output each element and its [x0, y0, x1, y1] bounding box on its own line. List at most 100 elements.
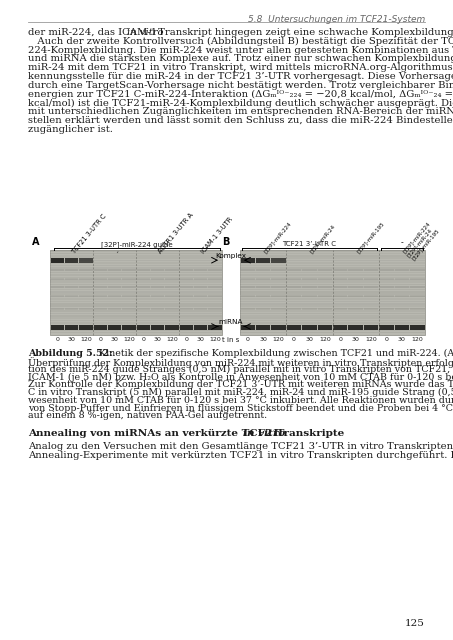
Bar: [318, 286, 332, 288]
Bar: [348, 269, 363, 271]
Text: Komplex: Komplex: [216, 253, 246, 259]
Text: AGTR1 3-UTR A: AGTR1 3-UTR A: [158, 212, 195, 255]
Bar: [240, 269, 425, 271]
Bar: [348, 278, 363, 280]
Text: und miRNA die stärksten Komplexe auf. Trotz einer nur schwachen Komplexbildung d: und miRNA die stärksten Komplexe auf. Tr…: [28, 54, 453, 63]
Bar: [271, 324, 286, 330]
Bar: [240, 262, 425, 264]
Bar: [65, 307, 78, 310]
Bar: [410, 307, 424, 310]
Bar: [287, 286, 301, 288]
Bar: [240, 327, 425, 328]
Bar: [50, 324, 64, 330]
Text: 30: 30: [259, 337, 267, 342]
Bar: [410, 324, 424, 330]
Bar: [50, 264, 222, 266]
Bar: [50, 291, 222, 292]
Bar: [333, 269, 347, 271]
Text: 5.8  Untersuchungen im TCF21-System: 5.8 Untersuchungen im TCF21-System: [248, 15, 425, 24]
Text: Annealing-Experimente mit verkürzten TCF21 in vitro Transkripten durchgeführt. D: Annealing-Experimente mit verkürzten TCF…: [28, 451, 453, 460]
Bar: [50, 296, 222, 298]
Text: 120: 120: [166, 337, 178, 342]
Bar: [395, 269, 409, 271]
Bar: [50, 284, 222, 285]
Text: 0: 0: [98, 337, 102, 342]
Bar: [240, 274, 425, 276]
Bar: [165, 278, 178, 280]
Bar: [50, 276, 222, 278]
Bar: [50, 260, 222, 261]
Bar: [50, 320, 222, 321]
Text: 0: 0: [292, 337, 296, 342]
Bar: [151, 269, 164, 271]
Bar: [287, 324, 301, 330]
Bar: [240, 267, 425, 269]
Text: der miR-224, das ICAM-1: der miR-224, das ICAM-1: [28, 28, 160, 37]
Text: TCF21 3-UTR C: TCF21 3-UTR C: [72, 213, 108, 255]
Bar: [240, 305, 425, 307]
Text: Transkripte: Transkripte: [273, 429, 344, 438]
Text: durch eine TargetScan-Vorhersage nicht bestätigt werden. Trotz vergleichbarer Bi: durch eine TargetScan-Vorhersage nicht b…: [28, 81, 453, 90]
Text: 224-Komplexbildung. Die miR-224 weist unter allen getesteten Kombinationen aus T: 224-Komplexbildung. Die miR-224 weist un…: [28, 45, 453, 54]
Bar: [241, 307, 255, 310]
Bar: [240, 286, 425, 288]
Bar: [208, 286, 222, 288]
Text: in vitro: in vitro: [243, 429, 285, 438]
Bar: [240, 260, 425, 261]
Text: auf einem 8 %-igen, nativen PAA-Gel aufgetrennt.: auf einem 8 %-igen, nativen PAA-Gel aufg…: [28, 412, 267, 420]
Bar: [318, 295, 332, 297]
Bar: [50, 279, 222, 280]
Text: 30: 30: [305, 337, 313, 342]
Bar: [240, 250, 425, 252]
Bar: [348, 307, 363, 310]
Bar: [108, 278, 121, 280]
Bar: [240, 296, 425, 298]
Bar: [50, 301, 222, 302]
Bar: [208, 269, 222, 271]
Bar: [179, 286, 193, 288]
Bar: [348, 295, 363, 297]
Bar: [194, 286, 207, 288]
Bar: [93, 269, 107, 271]
Bar: [151, 307, 164, 310]
Bar: [194, 278, 207, 280]
Bar: [241, 324, 255, 330]
Bar: [271, 307, 286, 310]
Bar: [240, 308, 425, 309]
Text: [32P]-miR-224 guide: [32P]-miR-224 guide: [101, 241, 173, 248]
Bar: [50, 295, 64, 297]
Bar: [256, 258, 270, 262]
Text: [32P]-miR-195: [32P]-miR-195: [356, 221, 385, 254]
Bar: [50, 315, 222, 317]
Bar: [333, 307, 347, 310]
Bar: [240, 320, 425, 321]
Bar: [395, 307, 409, 310]
Bar: [240, 250, 425, 335]
Text: 120: 120: [365, 337, 377, 342]
Bar: [108, 269, 121, 271]
Bar: [241, 269, 255, 271]
Bar: [240, 317, 425, 319]
Text: [32P]-miR-24: [32P]-miR-24: [309, 223, 337, 254]
Bar: [208, 295, 222, 297]
Bar: [240, 282, 425, 283]
Bar: [287, 278, 301, 280]
Bar: [50, 327, 222, 328]
Bar: [194, 295, 207, 297]
Text: Überprüfung der Komplexbildung von miR-224 mit weiteren in vitro Transkripten er: Überprüfung der Komplexbildung von miR-2…: [28, 357, 453, 368]
Bar: [122, 324, 135, 330]
Text: Abbildung 5.52:: Abbildung 5.52:: [28, 349, 113, 358]
Bar: [65, 286, 78, 288]
Bar: [379, 278, 394, 280]
Bar: [179, 307, 193, 310]
Bar: [50, 250, 222, 335]
Bar: [271, 269, 286, 271]
Text: Zur Kontrolle der Komplexbildung der TCF21 3’-UTR mit weiteren miRNAs wurde das : Zur Kontrolle der Komplexbildung der TCF…: [28, 380, 453, 389]
Bar: [50, 250, 222, 252]
Bar: [240, 284, 425, 285]
Bar: [50, 274, 222, 276]
Bar: [240, 312, 425, 314]
Bar: [364, 307, 378, 310]
Text: 120: 120: [273, 337, 284, 342]
Text: von Stopp-Puffer und Einfrieren in flüssigem Stickstoff beendet und die Proben b: von Stopp-Puffer und Einfrieren in flüss…: [28, 404, 453, 413]
